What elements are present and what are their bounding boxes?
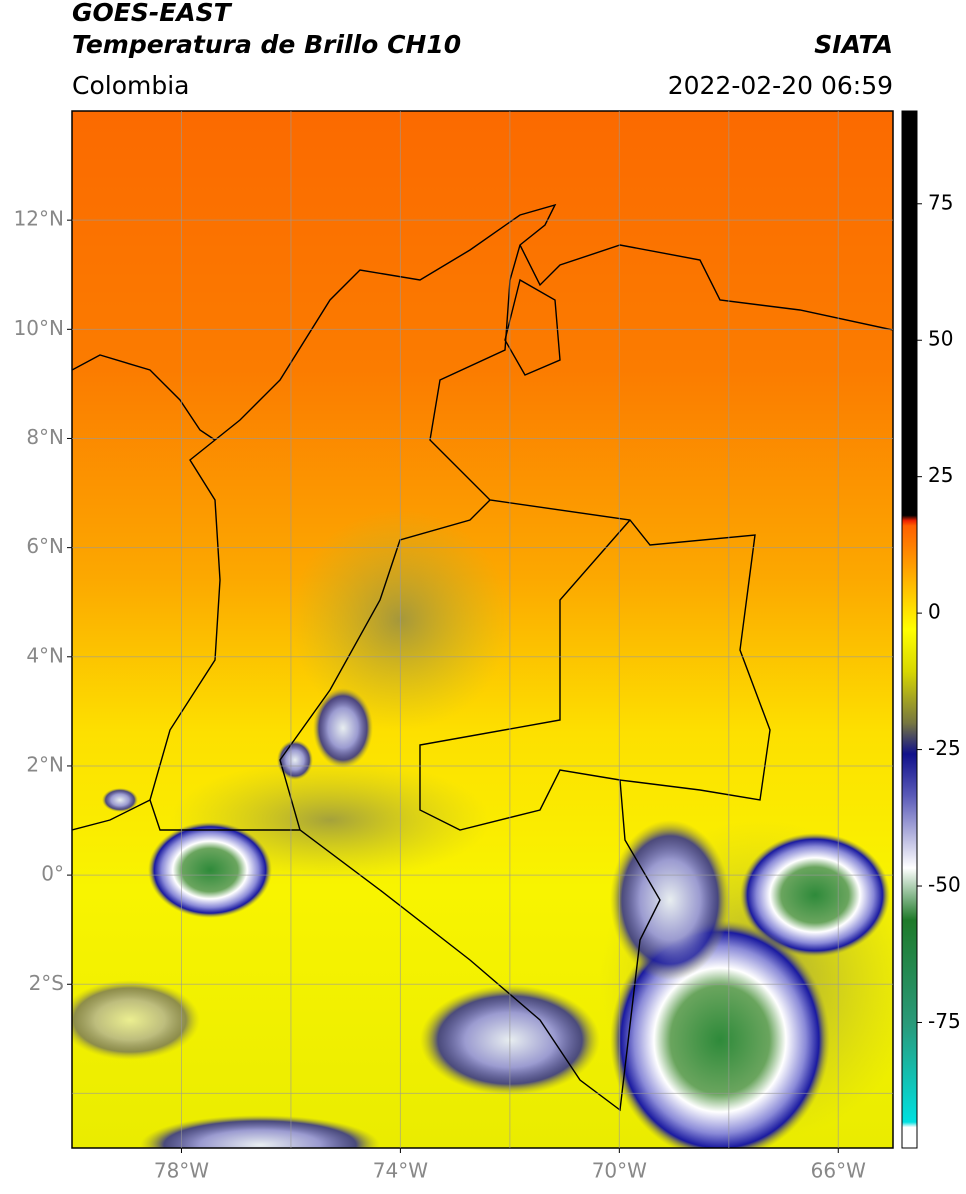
lon-tick-label: 66°W bbox=[811, 1159, 866, 1183]
lat-tick-label: 6°N bbox=[26, 534, 64, 558]
lon-tick-label: 70°W bbox=[592, 1159, 647, 1183]
timestamp: 2022-02-20 06:59 bbox=[668, 71, 893, 100]
lat-tick-label: 2°N bbox=[26, 752, 64, 776]
lon-tick-label: 78°W bbox=[154, 1159, 209, 1183]
subtitle: Temperatura de Brillo CH10 bbox=[72, 30, 461, 59]
colorbar-tick-label: 50 bbox=[928, 327, 953, 351]
lat-tick-label: 0° bbox=[41, 862, 64, 886]
colorbar-tick-label: -75 bbox=[928, 1009, 961, 1033]
lat-tick-label: 8°N bbox=[26, 425, 64, 449]
lon-tick-label: 74°W bbox=[373, 1159, 428, 1183]
colorbar-tick-label: 0 bbox=[928, 600, 941, 624]
lat-tick-label: 2°S bbox=[29, 971, 64, 995]
lat-tick-label: 4°N bbox=[26, 643, 64, 667]
colorbar bbox=[901, 110, 918, 1149]
lat-tick-label: 12°N bbox=[14, 207, 64, 231]
colorbar-tick-label: -25 bbox=[928, 736, 961, 760]
colorbar-tick-label: 75 bbox=[928, 190, 953, 214]
title: GOES-EAST bbox=[72, 0, 233, 27]
satellite-image bbox=[72, 111, 893, 1148]
map-frame bbox=[71, 110, 894, 1149]
source: SIATA bbox=[814, 30, 893, 59]
lat-tick-label: 10°N bbox=[14, 316, 64, 340]
region: Colombia bbox=[72, 71, 189, 100]
colorbar-tick-label: 25 bbox=[928, 463, 953, 487]
colorbar-tick-label: -50 bbox=[928, 873, 961, 897]
